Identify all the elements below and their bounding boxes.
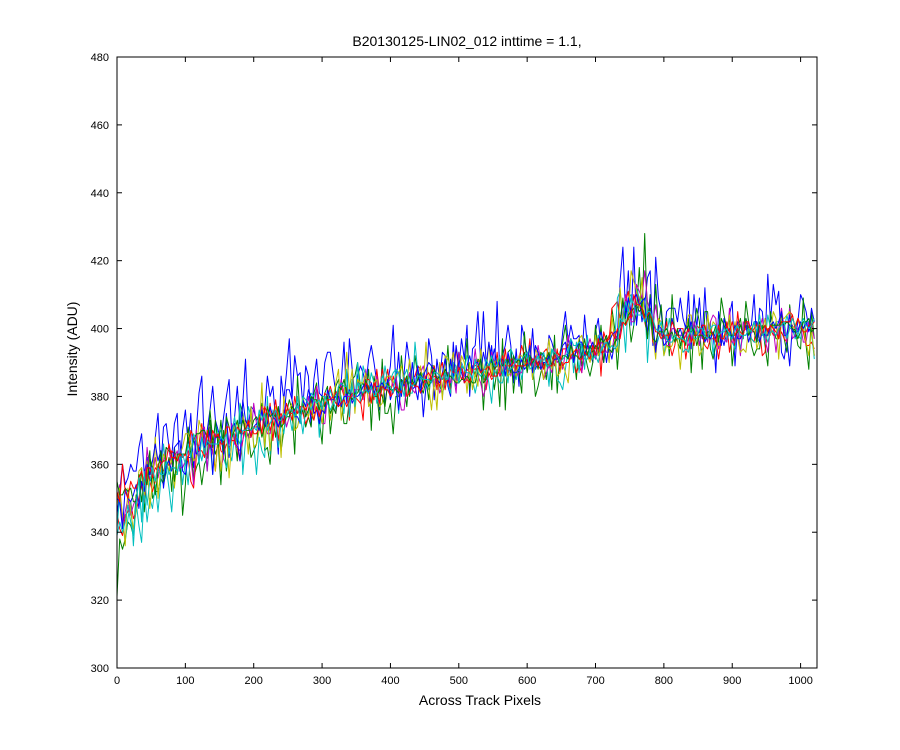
y-tick-label: 400 — [91, 324, 109, 336]
y-tick-label: 360 — [91, 459, 109, 471]
series-group — [117, 233, 815, 597]
series-line-8 — [117, 297, 815, 503]
x-tick-label: 600 — [518, 675, 536, 687]
y-tick-label: 380 — [91, 391, 109, 403]
y-tick-label: 480 — [91, 52, 109, 64]
series-line-10 — [117, 297, 815, 537]
y-axis: 300 320 340 360 380 400 420 440 460 480 — [91, 52, 817, 675]
x-axis: 0 100 200 300 400 500 600 700 800 900 1000 — [114, 57, 813, 687]
x-tick-label: 200 — [245, 675, 263, 687]
x-tick-label: 0 — [114, 675, 120, 687]
y-tick-label: 440 — [91, 188, 109, 200]
y-tick-label: 320 — [91, 595, 109, 607]
x-tick-label: 1000 — [788, 675, 812, 687]
y-tick-label: 460 — [91, 120, 109, 132]
x-tick-label: 300 — [313, 675, 331, 687]
axes-box — [116, 56, 818, 669]
x-tick-label: 500 — [450, 675, 468, 687]
x-tick-label: 900 — [723, 675, 741, 687]
y-axis-label: Intensity (ADU) — [64, 302, 80, 397]
y-tick-label: 340 — [91, 527, 109, 539]
chart-title: B20130125-LIN02_012 inttime = 1.1, — [352, 33, 581, 49]
x-tick-label: 400 — [381, 675, 399, 687]
x-tick-label: 700 — [586, 675, 604, 687]
x-tick-label: 100 — [176, 675, 194, 687]
y-tick-label: 300 — [91, 663, 109, 675]
x-tick-label: 800 — [655, 675, 673, 687]
y-tick-label: 420 — [91, 256, 109, 268]
x-axis-label: Across Track Pixels — [419, 692, 541, 708]
plot-area — [117, 57, 817, 668]
